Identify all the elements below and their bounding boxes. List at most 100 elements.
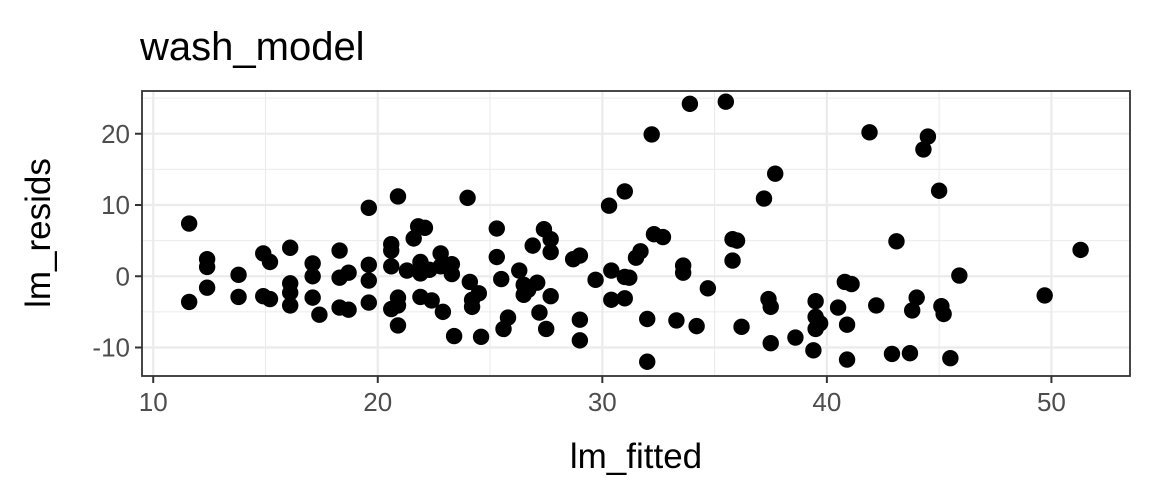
data-point [398,262,416,279]
data-point [304,255,321,272]
data-point [762,335,779,352]
data-point [459,189,476,207]
data-point [180,215,198,232]
data-point [930,182,948,199]
data-point [699,280,717,297]
data-point [838,316,856,333]
data-point [901,345,919,362]
data-point [529,274,546,291]
data-point [340,264,357,281]
data-point [282,239,299,256]
data-point [639,310,656,328]
data-point [383,242,400,259]
data-point [603,262,620,279]
data-point [531,304,548,321]
data-point [383,258,400,275]
x-tick-label: 20 [363,387,392,417]
plot-panel [141,90,1131,377]
data-point [461,273,479,291]
data-point [903,302,921,319]
data-point [1072,241,1089,259]
data-point [311,306,328,323]
data-point [511,262,528,279]
data-point [524,237,541,254]
x-tick-label: 50 [1037,387,1066,417]
data-point [861,124,878,141]
data-point [360,199,377,217]
data-point [389,188,407,205]
panel-background [142,91,1130,376]
data-point [829,299,847,316]
data-point [632,243,649,260]
data-point [180,293,198,311]
data-point [942,349,959,367]
y-axis-title: lm_resids [19,158,58,308]
data-point [443,265,461,283]
data-point [915,141,932,158]
data-point [488,248,505,266]
panel-border [141,90,1131,377]
data-point [389,297,407,314]
y-tick-label: -10 [92,333,130,363]
data-point [767,165,784,182]
data-point [843,275,860,293]
data-point [728,232,746,249]
data-point [603,291,620,308]
data-points [180,93,1089,370]
data-point [762,298,779,316]
data-point [717,93,735,110]
y-axis: -10 0 10 20 [92,119,142,363]
data-point [639,353,656,370]
data-point [654,228,672,246]
data-point [733,318,750,336]
data-point [304,289,321,306]
data-point [674,264,692,281]
data-point [416,219,434,236]
data-point [488,220,505,237]
data-point [935,305,952,323]
data-point [542,288,559,305]
data-point [755,190,773,207]
chart-title: wash_model [139,25,365,69]
data-point [951,267,968,284]
data-point [434,303,452,321]
data-point [542,243,559,261]
data-point [807,292,824,310]
data-point [616,290,633,307]
data-point [304,268,321,285]
data-point [838,351,856,368]
data-point [681,95,699,113]
data-point [463,298,481,316]
data-point [811,315,829,332]
data-point [919,128,937,145]
data-point [600,197,618,214]
data-point [423,292,440,309]
data-point [668,312,685,329]
x-axis: 10 20 30 40 50 [139,376,1066,417]
data-point [360,272,377,289]
data-point [883,345,901,363]
data-point [470,285,488,302]
data-point [230,266,247,284]
data-point [888,233,905,250]
data-point [688,317,705,335]
data-point [587,271,604,289]
data-point [571,332,589,349]
data-point [331,242,348,259]
data-point [340,301,357,318]
data-point [571,247,589,264]
data-point [805,342,822,359]
data-point [499,309,517,326]
y-tick-label: 0 [116,261,130,291]
data-point [724,252,741,269]
data-point [571,311,589,328]
data-point [493,270,510,288]
minor-gridlines [142,91,1130,376]
data-point [198,279,216,296]
x-tick-label: 40 [812,387,841,417]
x-tick-label: 30 [588,387,617,417]
data-point [472,328,490,346]
data-point [868,297,885,314]
data-point [445,327,463,345]
